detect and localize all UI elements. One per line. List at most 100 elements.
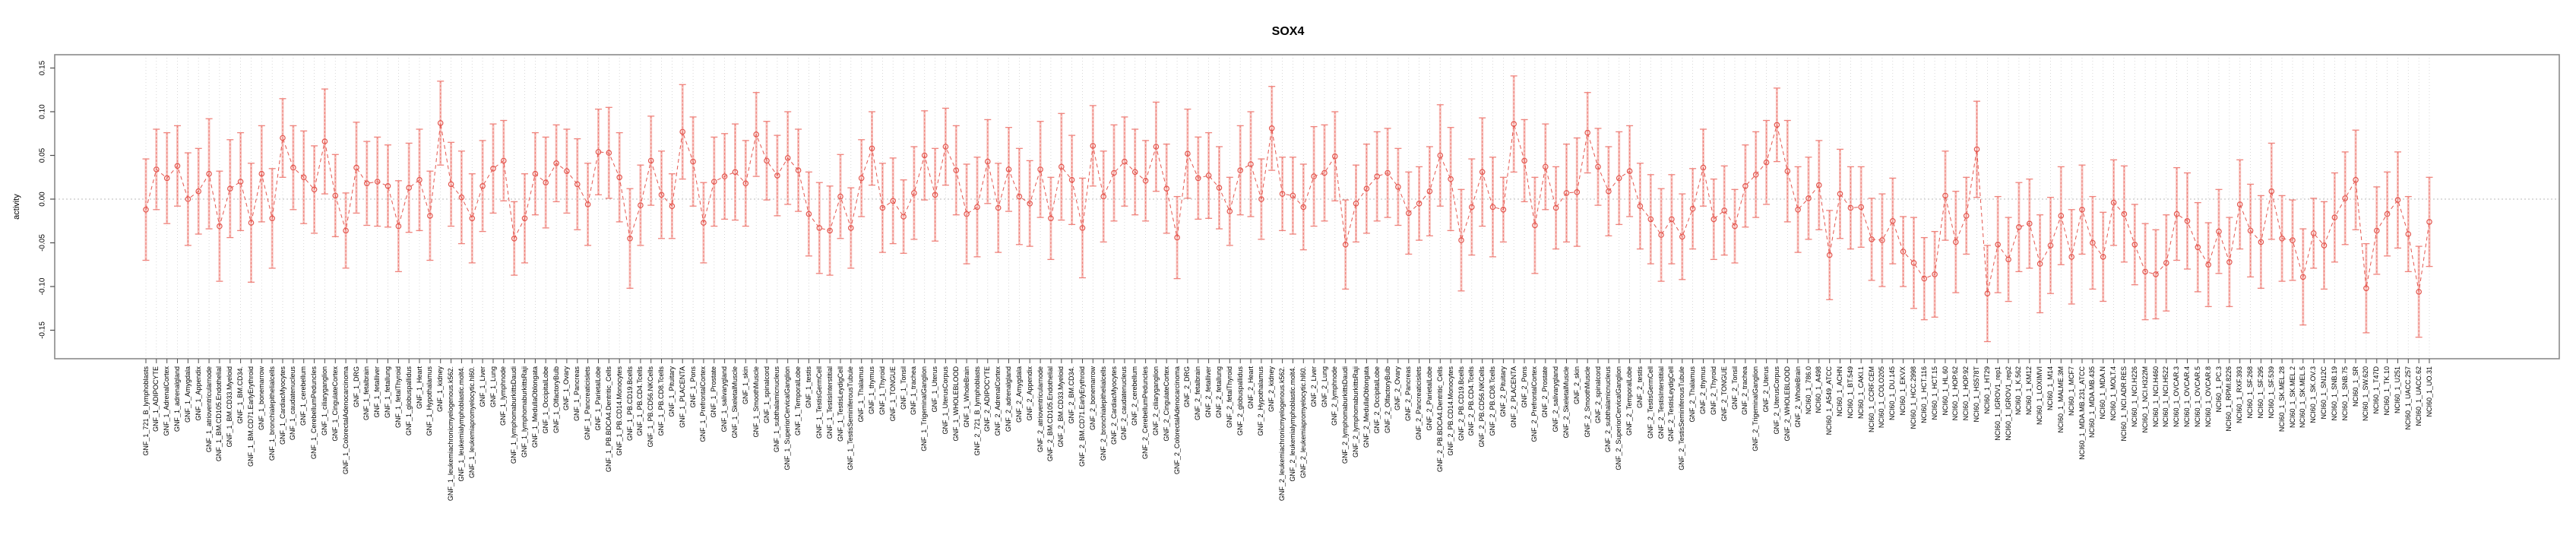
data-point <box>1153 144 1160 150</box>
data-point <box>374 179 381 185</box>
data-point <box>343 227 349 234</box>
data-point <box>1626 168 1633 175</box>
data-point <box>1395 184 1401 190</box>
data-point <box>1637 203 1644 210</box>
data-point <box>1068 176 1075 183</box>
data-point <box>1131 169 1138 176</box>
data-point <box>395 223 402 230</box>
data-point <box>574 181 581 188</box>
data-point <box>1279 191 1286 197</box>
data-point <box>427 213 433 219</box>
data-point <box>2331 214 2338 220</box>
data-point <box>1700 164 1707 171</box>
data-point <box>1406 210 1412 217</box>
y-tick-label: 0.10 <box>39 104 47 119</box>
data-point <box>2279 235 2285 242</box>
data-point <box>543 179 549 186</box>
data-point <box>1837 191 1843 197</box>
data-point <box>2153 271 2159 277</box>
data-point <box>163 175 170 182</box>
data-point <box>1552 204 1559 211</box>
data-point <box>2353 176 2359 183</box>
data-point <box>217 223 223 230</box>
data-point <box>2068 254 2075 260</box>
data-point <box>2079 206 2085 213</box>
data-point <box>1511 121 1517 127</box>
data-point <box>2195 244 2201 251</box>
data-point <box>2363 285 2369 292</box>
data-point <box>1248 161 1254 167</box>
data-point <box>1721 207 1728 214</box>
data-point <box>564 168 570 175</box>
data-point <box>1805 195 1812 201</box>
data-point <box>774 173 780 179</box>
data-point <box>1574 189 1581 195</box>
data-point <box>1647 216 1654 223</box>
data-point <box>1458 237 1464 243</box>
data-point <box>1521 157 1527 164</box>
data-point <box>1416 200 1422 207</box>
data-point <box>311 186 318 193</box>
chart-title: SOX4 <box>1271 25 1305 38</box>
data-point <box>869 145 875 152</box>
data-point <box>2121 211 2128 217</box>
data-point <box>1606 188 1612 195</box>
data-point <box>479 183 486 189</box>
y-tick-label: -0.10 <box>39 277 47 295</box>
data-point <box>1195 175 1201 182</box>
data-point <box>2090 239 2096 246</box>
data-point <box>1059 163 1065 170</box>
data-point <box>269 215 276 222</box>
y-tick-label: 0.05 <box>39 147 47 163</box>
data-point <box>1973 146 1980 153</box>
data-point <box>1290 192 1296 199</box>
data-point <box>795 167 802 173</box>
data-point <box>1900 249 1907 255</box>
data-point <box>995 204 1002 211</box>
data-point <box>942 144 949 150</box>
data-point <box>1543 163 1549 170</box>
data-point <box>1321 169 1328 176</box>
data-point <box>1890 217 1896 224</box>
data-point <box>584 201 591 207</box>
data-point <box>784 155 791 161</box>
data-point <box>1910 260 1917 266</box>
data-point <box>1816 182 1822 188</box>
data-point <box>258 170 265 177</box>
data-point <box>1679 233 1685 240</box>
data-point <box>1027 200 1033 207</box>
data-point <box>721 173 728 179</box>
data-point <box>500 157 507 164</box>
data-point <box>195 188 202 195</box>
data-point <box>953 167 960 173</box>
data-point <box>2236 201 2243 207</box>
data-point <box>248 220 255 226</box>
data-point <box>1205 173 1212 179</box>
data-point <box>837 193 843 200</box>
data-point <box>1185 150 1191 157</box>
data-point <box>658 192 665 198</box>
data-point <box>2268 188 2275 195</box>
data-point <box>1784 168 1791 175</box>
data-point <box>1795 206 1801 213</box>
data-point <box>742 180 749 187</box>
data-point <box>1374 173 1381 179</box>
data-point <box>1142 178 1149 184</box>
plot-box <box>54 54 2560 359</box>
data-point <box>1311 173 1317 179</box>
data-point <box>606 150 612 156</box>
data-point <box>2100 254 2106 260</box>
data-point <box>1122 158 1128 165</box>
data-point <box>1174 234 1180 241</box>
data-point <box>679 128 686 135</box>
data-point <box>1616 175 1622 182</box>
data-point <box>985 158 991 165</box>
data-point <box>690 158 696 165</box>
data-point <box>1016 193 1023 200</box>
data-point <box>280 135 286 141</box>
data-point <box>1426 188 1433 195</box>
data-point <box>1226 208 1233 214</box>
data-point <box>2290 237 2296 243</box>
data-point <box>1953 239 1959 245</box>
